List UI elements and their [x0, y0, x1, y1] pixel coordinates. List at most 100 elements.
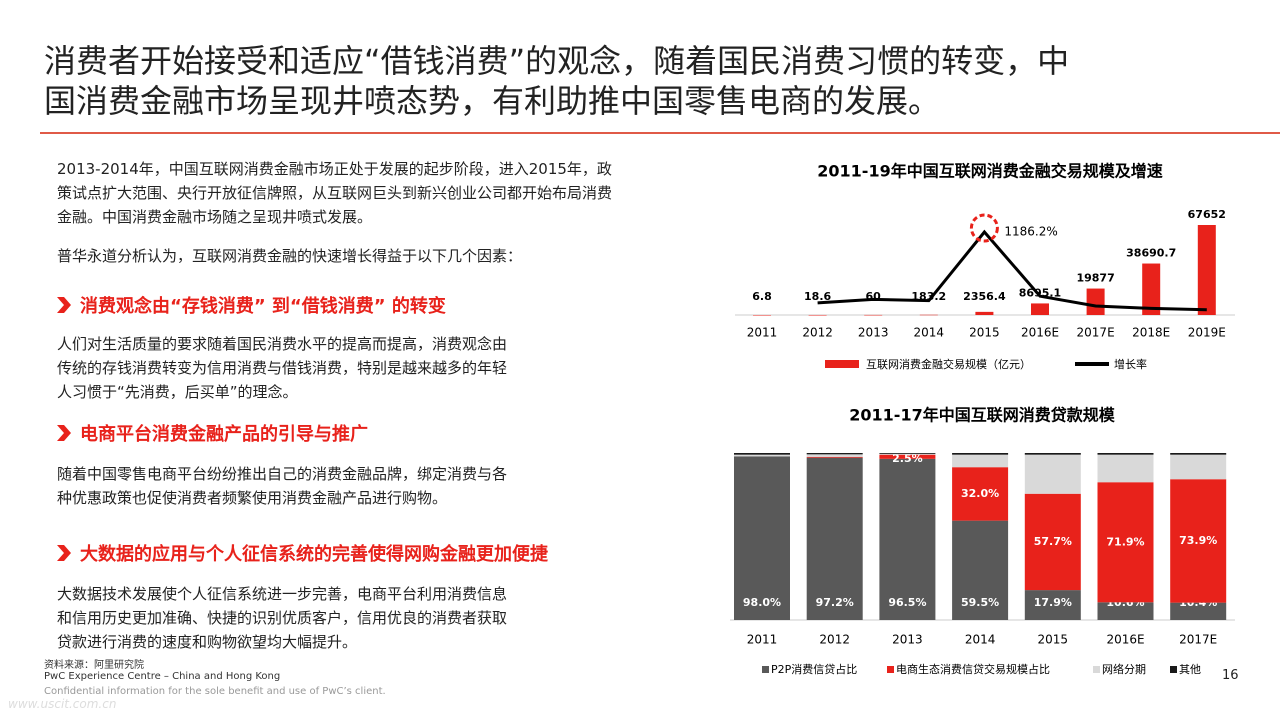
x-tick-label: 2019E	[1188, 326, 1226, 340]
bar	[1031, 303, 1049, 315]
chevron	[57, 545, 71, 561]
line	[817, 229, 1207, 312]
bar	[864, 314, 883, 316]
bar-segment	[1024, 454, 1081, 494]
bar-segment	[879, 453, 936, 454]
legend-swatch	[1075, 362, 1109, 366]
x-tick-label: 2017E	[1077, 326, 1115, 340]
section-body: 人习惯于“先消费，后买单”的理念。	[57, 383, 298, 401]
bar	[919, 314, 938, 316]
data-label: 1186.2%	[1004, 225, 1057, 239]
bar-segment	[1170, 453, 1227, 455]
data-label: 96.5%	[888, 596, 926, 609]
bar	[975, 311, 994, 315]
x-tick-label: 2016E	[1021, 326, 1059, 340]
intro-line: 策试点扩大范围、央行开放征信牌照，从互联网巨头到新兴创业公司都开始布局消费	[57, 184, 613, 202]
legend-swatch	[762, 666, 769, 673]
section-body: 大数据技术发展使个人征信系统进一步完善，电商平台利用消费信息	[57, 585, 508, 603]
x-tick-label: 2014	[965, 633, 996, 647]
legend-swatch	[1093, 666, 1100, 673]
page-number: 16	[1222, 668, 1239, 683]
bar-segment	[879, 454, 936, 459]
data-label: 38690.7	[1126, 247, 1176, 260]
bar-segment	[952, 520, 1009, 620]
data-label: 19877	[1076, 272, 1114, 285]
section-body: 传统的存钱消费转变为信用消费与借钱消费，特别是越来越多的年轻	[57, 359, 508, 377]
bar-segment	[806, 456, 863, 458]
title-line: 消费者开始接受和适应“借钱消费”的观念，随着国民消费习惯的转变，中	[44, 42, 1070, 80]
x-tick-label: 2012	[819, 633, 850, 647]
bar-segment	[1097, 602, 1154, 620]
data-label: 98.0%	[743, 596, 781, 609]
section-heading: 消费观念由“存钱消费” 到“借钱消费” 的转变	[80, 296, 446, 317]
section-heading: 电商平台消费金融产品的引导与推广	[80, 424, 368, 445]
intro-line: 金融。中国消费金融市场随之呈现井喷式发展。	[57, 208, 373, 226]
bar	[1086, 288, 1105, 315]
bar-segment	[1024, 453, 1081, 455]
source: PwC Experience Centre – China and Hong K…	[44, 671, 281, 682]
bar-segment	[952, 454, 1009, 468]
data-label: 59.5%	[961, 596, 999, 609]
source: 资料来源：阿里研究院	[44, 660, 144, 671]
data-label: 18.6	[804, 290, 831, 303]
chart-title: 2011-17年中国互联网消费贷款规模	[849, 406, 1115, 425]
intro-line: 2013-2014年，中国互联网消费金融市场正处于发展的起步阶段，进入2015年…	[57, 160, 612, 178]
legend-label: 互联网消费金融交易规模（亿元）	[866, 357, 1031, 371]
data-label: 6.8	[752, 290, 772, 303]
section-body: 随着中国零售电商平台纷纷推出自己的消费金融品牌，绑定消费与各	[57, 465, 508, 483]
legend-swatch	[825, 360, 859, 368]
bar	[753, 314, 771, 316]
legend-label: P2P消费信贷占比	[771, 662, 857, 676]
data-label: 71.9%	[1106, 535, 1144, 548]
x-tick-label: 2013	[858, 326, 889, 340]
data-label: 32.0%	[961, 487, 999, 500]
x-tick-label: 2011	[747, 326, 778, 340]
bar-segment	[879, 453, 936, 455]
data-label: 73.9%	[1179, 534, 1217, 547]
bar	[1197, 225, 1216, 315]
bar-segment	[1024, 493, 1081, 591]
bar-segment	[1097, 482, 1154, 603]
x-tick-label: 2014	[914, 326, 945, 340]
section-body: 种优惠政策也促使消费者频繁使用消费金融产品进行购物。	[57, 489, 448, 507]
bar-segment	[806, 457, 863, 620]
highlight	[969, 213, 999, 243]
title-line: 国消费金融市场呈现井喷态势，有利助推中国零售电商的发展。	[44, 82, 941, 120]
bar	[1142, 263, 1161, 315]
x-tick-label: 2018E	[1132, 326, 1170, 340]
bar-segment	[1097, 453, 1154, 455]
legend-swatch	[887, 666, 894, 673]
x-tick-label: 2012	[802, 326, 833, 340]
x-tick-label: 2013	[892, 633, 923, 647]
chevron	[57, 425, 71, 441]
data-label: 2.5%	[892, 452, 923, 465]
lead: 普华永道分析认为，互联网消费金融的快速增长得益于以下几个因素：	[57, 247, 523, 265]
bar-segment	[879, 458, 936, 620]
legend-label: 网络分期	[1102, 662, 1146, 676]
section-heading: 大数据的应用与个人征信系统的完善使得网购金融更加便捷	[80, 544, 548, 565]
bar-segment	[952, 467, 1009, 521]
x-tick-label: 2017E	[1179, 633, 1217, 647]
section-body: 贷款进行消费的速度和购物欲望均大幅提升。	[57, 633, 358, 651]
data-label: 57.7%	[1034, 535, 1072, 548]
source: Confidential information for the sole be…	[44, 686, 386, 697]
bar-segment	[1170, 479, 1227, 603]
legend-label: 增长率	[1114, 357, 1147, 371]
bar-segment	[734, 453, 790, 455]
bar-segment	[952, 453, 1009, 455]
divider	[40, 132, 1280, 134]
legend-swatch	[1170, 666, 1177, 673]
bar-segment	[1170, 602, 1227, 620]
data-label: 2356.4	[963, 290, 1006, 303]
x-tick-label: 2015	[1038, 633, 1069, 647]
data-label: 67652	[1188, 208, 1226, 221]
bar	[808, 314, 827, 316]
chevron	[57, 297, 71, 313]
data-label: 8695.1	[1019, 286, 1061, 299]
x-tick-label: 2015	[969, 326, 1000, 340]
bar-segment	[734, 456, 790, 620]
chart-title: 2011-19年中国互联网消费金融交易规模及增速	[817, 162, 1162, 181]
bar-segment	[734, 454, 790, 457]
